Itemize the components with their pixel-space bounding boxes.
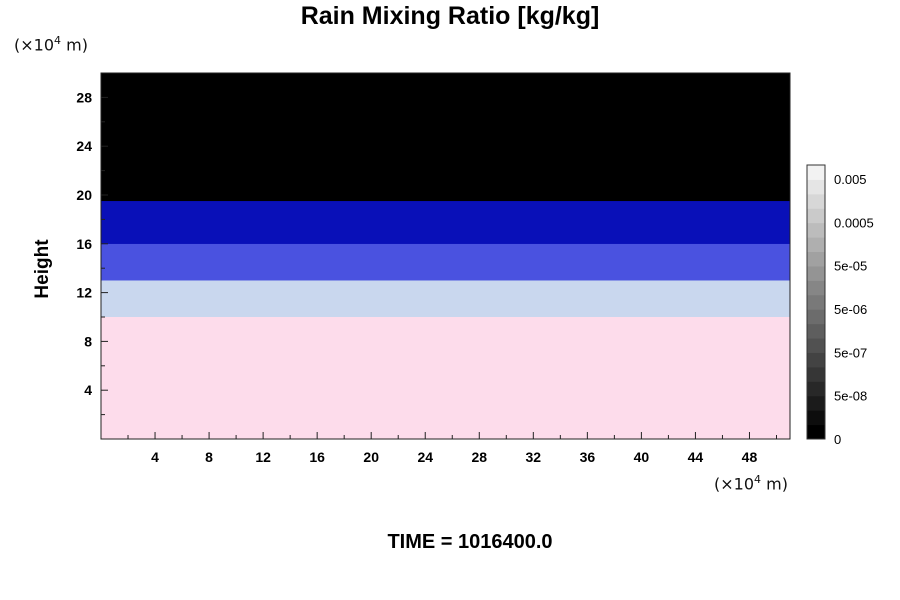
y-tick-label: 4 — [84, 382, 92, 398]
x-tick-label: 32 — [526, 449, 542, 465]
time-footer: TIME = 1016400.0 — [387, 531, 553, 553]
y-tick-label: 24 — [76, 138, 92, 154]
y-tick-label: 16 — [76, 236, 92, 252]
heatmap-field — [101, 73, 790, 439]
x-tick-label: 44 — [688, 449, 704, 465]
y-tick-label: 12 — [76, 285, 92, 301]
heatmap-fill — [101, 73, 790, 439]
x-tick-label: 4 — [151, 449, 159, 465]
y-tick-label: 28 — [76, 89, 92, 105]
layer-band-pale-blue — [101, 280, 790, 317]
colorbar-level — [807, 193, 825, 209]
colorbar-label: 5e-05 — [834, 259, 867, 274]
colorbar-level — [807, 208, 825, 224]
colorbar-level — [807, 395, 825, 411]
chart-title: Rain Mixing Ratio [kg/kg] — [300, 2, 600, 30]
colorbar-level — [807, 179, 825, 195]
colorbar-label: 0 — [834, 432, 841, 447]
colorbar: 0.005 0.0005 5e-05 5e-06 5e-07 5e-08 0 — [806, 164, 874, 447]
x-tick-label: 16 — [309, 449, 325, 465]
y-tick-label: 8 — [84, 333, 92, 349]
x-tick-label: 20 — [363, 449, 379, 465]
colorbar-border — [806, 164, 826, 440]
colorbar-label: 5e-08 — [834, 389, 867, 404]
plot-border — [100, 72, 791, 440]
layer-band-black — [101, 73, 790, 202]
colorbar-level — [807, 424, 825, 440]
colorbar-label: 0.005 — [834, 172, 867, 187]
colorbar-level — [807, 265, 825, 281]
plot-frame — [100, 72, 791, 440]
layer-band-pink — [101, 317, 790, 439]
colorbar-level — [807, 381, 825, 397]
colorbar-label: 0.0005 — [834, 215, 874, 230]
x-unit-label: (×104 m) — [714, 473, 788, 494]
x-tick-label: 36 — [580, 449, 596, 465]
x-tick-label: 28 — [471, 449, 487, 465]
x-tick-label: 40 — [634, 449, 650, 465]
colorbar-level — [807, 294, 825, 310]
x-tick-label: 12 — [255, 449, 271, 465]
colorbar-label: 5e-06 — [834, 302, 867, 317]
y-axis-ticks: 4 8 12 16 20 24 28 — [76, 89, 108, 416]
colorbar-level — [807, 323, 825, 339]
colorbar-level — [807, 410, 825, 426]
colorbar-level — [807, 280, 825, 296]
colorbar-label: 5e-07 — [834, 345, 867, 360]
x-tick-label: 8 — [205, 449, 213, 465]
colorbar-level — [807, 251, 825, 267]
colorbar-level — [807, 165, 825, 180]
y-unit-label: (×104 m) — [14, 34, 88, 55]
layer-band-blue — [101, 243, 790, 281]
layer-band-dark-blue — [101, 201, 790, 244]
colorbar-level — [807, 338, 825, 353]
x-tick-label: 48 — [742, 449, 758, 465]
colorbar-level — [807, 237, 825, 253]
x-tick-label: 24 — [417, 449, 433, 465]
colorbar-level — [807, 222, 825, 238]
colorbar-level — [807, 352, 825, 368]
y-tick-label: 20 — [76, 187, 92, 203]
x-axis-ticks: 4 8 12 16 20 24 28 32 36 40 44 48 — [127, 432, 777, 465]
colorbar-level — [807, 309, 825, 325]
colorbar-level — [807, 366, 825, 382]
